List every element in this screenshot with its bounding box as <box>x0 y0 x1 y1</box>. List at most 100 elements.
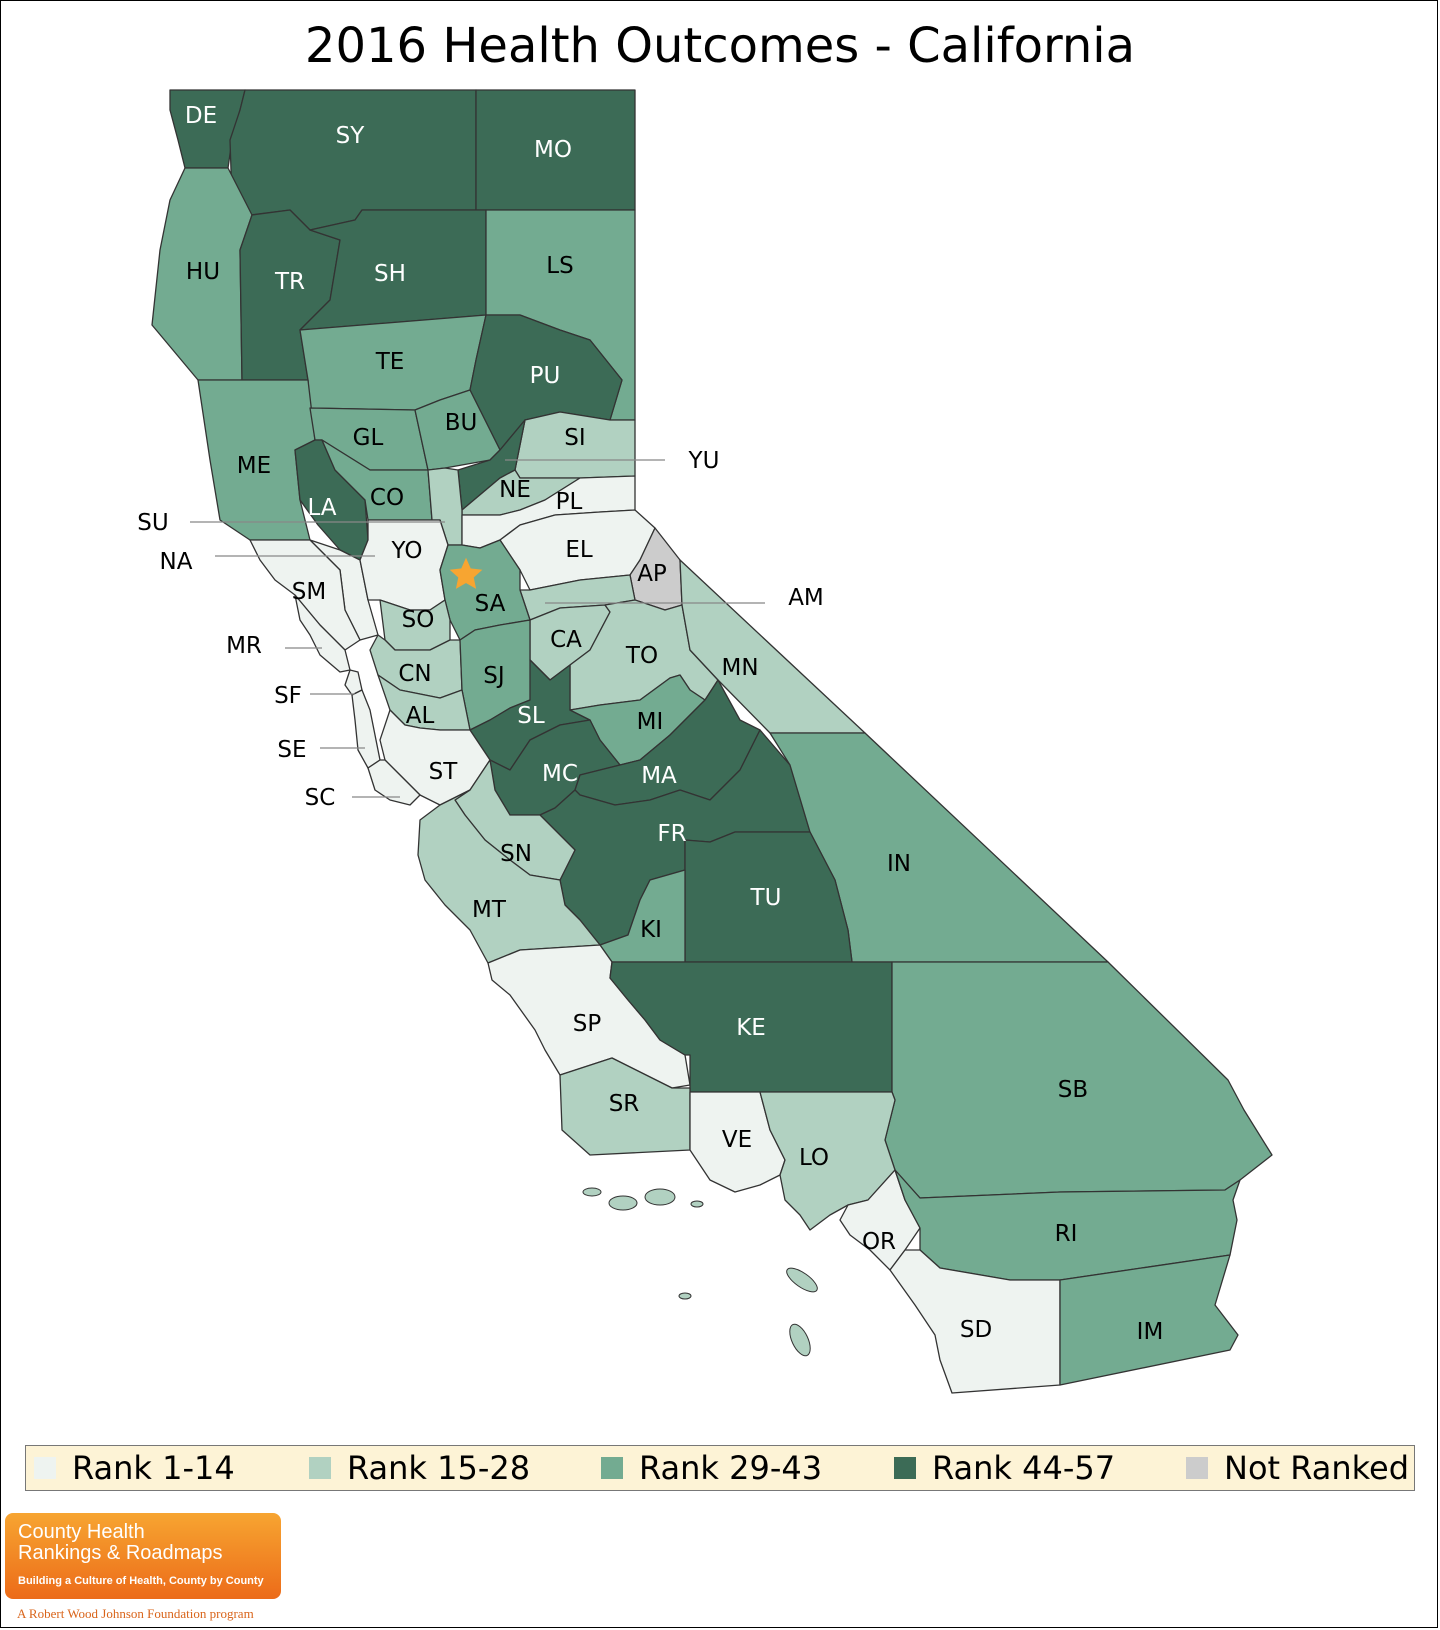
map-title: 2016 Health Outcomes - California <box>304 18 1136 74</box>
label-MN: MN <box>721 655 758 681</box>
label-MA: MA <box>641 763 677 789</box>
legend-item-rank-29-43: Rank 29-43 <box>601 1446 822 1490</box>
label-SD: SD <box>960 1317 992 1343</box>
county-SY[interactable] <box>229 89 477 231</box>
label-SB: SB <box>1058 1077 1088 1103</box>
label-TO: TO <box>625 643 658 669</box>
legend-swatch <box>1186 1457 1208 1479</box>
label-SA: SA <box>475 591 506 617</box>
map-legend: Rank 1-14 Rank 15-28 Rank 29-43 Rank 44-… <box>25 1445 1415 1491</box>
county-labels: DE SY MO HU TR SH LS TE PU ME GL BU SI Y… <box>137 103 1163 1345</box>
brand-name-line2: Rankings & Roadmaps <box>18 1542 223 1564</box>
label-SJ: SJ <box>483 663 504 689</box>
label-AL: AL <box>406 703 435 729</box>
label-ST: ST <box>429 759 459 785</box>
label-LO: LO <box>799 1145 829 1171</box>
island-7 <box>789 1323 811 1357</box>
county-IM[interactable] <box>1059 1254 1239 1386</box>
label-GL: GL <box>353 425 384 451</box>
label-SY: SY <box>336 123 366 149</box>
label-CA: CA <box>550 627 582 653</box>
label-IN: IN <box>887 851 911 877</box>
legend-label: Rank 15-28 <box>347 1449 531 1487</box>
legend-item-rank-15-28: Rank 15-28 <box>309 1446 530 1490</box>
brand-footer: A Robert Wood Johnson Foundation program <box>17 1606 254 1621</box>
label-CO: CO <box>370 485 404 511</box>
county-YO[interactable] <box>359 519 449 611</box>
legend-label: Not Ranked <box>1224 1449 1410 1487</box>
label-SC: SC <box>305 785 336 811</box>
legend-item-rank-1-14: Rank 1-14 <box>34 1446 235 1490</box>
label-PU: PU <box>530 363 561 389</box>
legend-label: Rank 29-43 <box>639 1449 823 1487</box>
channel-islands <box>582 1187 818 1357</box>
label-OR: OR <box>862 1229 896 1255</box>
label-MI: MI <box>637 709 664 735</box>
legend-swatch <box>894 1457 916 1479</box>
brand-tagline: Building a Culture of Health, County by … <box>18 1575 264 1587</box>
label-DE: DE <box>185 103 217 129</box>
label-VE: VE <box>722 1127 752 1153</box>
county-SC[interactable] <box>367 759 421 806</box>
brand-name-line1: County Health <box>18 1521 145 1543</box>
label-HU: HU <box>186 259 220 285</box>
county-MR[interactable] <box>294 594 351 673</box>
label-AM: AM <box>788 585 824 611</box>
island-2 <box>608 1195 638 1211</box>
label-LS: LS <box>546 253 573 279</box>
label-RI: RI <box>1055 1221 1078 1247</box>
label-SP: SP <box>573 1011 602 1037</box>
label-EL: EL <box>565 537 593 563</box>
label-SR: SR <box>609 1091 640 1117</box>
legend-item-rank-44-57: Rank 44-57 <box>894 1446 1115 1490</box>
label-SL: SL <box>517 703 545 729</box>
label-BU: BU <box>445 410 478 436</box>
legend-swatch <box>601 1457 623 1479</box>
legend-label: Rank 1-14 <box>72 1449 235 1487</box>
brand-logo: County Health Rankings & Roadmaps Buildi… <box>5 1513 281 1599</box>
label-CN: CN <box>398 661 431 687</box>
county-MT[interactable] <box>417 789 601 964</box>
label-PL: PL <box>556 489 583 515</box>
island-6 <box>678 1292 692 1300</box>
label-MR: MR <box>226 633 262 659</box>
label-SM: SM <box>292 579 326 605</box>
label-FR: FR <box>657 821 686 847</box>
label-MT: MT <box>472 897 507 923</box>
label-KE: KE <box>736 1015 766 1041</box>
label-NE: NE <box>499 477 531 503</box>
legend-label: Rank 44-57 <box>932 1449 1116 1487</box>
county-SE[interactable] <box>351 689 381 769</box>
label-MC: MC <box>542 761 578 787</box>
legend-item-not-ranked: Not Ranked <box>1186 1446 1409 1490</box>
label-SU: SU <box>137 510 168 536</box>
label-TE: TE <box>375 349 405 375</box>
label-IM: IM <box>1137 1319 1164 1345</box>
island-3 <box>644 1188 676 1206</box>
label-leader-lines <box>190 459 765 798</box>
legend-swatch <box>309 1457 331 1479</box>
label-TU: TU <box>750 885 782 911</box>
label-MO: MO <box>534 137 572 163</box>
legend-swatch <box>34 1457 56 1479</box>
capital-star-icon <box>449 557 483 589</box>
county-LO[interactable] <box>759 1091 896 1231</box>
county-SP[interactable] <box>487 944 691 1089</box>
label-ME: ME <box>237 453 271 479</box>
label-SI: SI <box>564 425 585 451</box>
island-5 <box>786 1267 818 1293</box>
label-YO: YO <box>391 538 423 564</box>
label-YU: YU <box>688 448 720 474</box>
label-SF: SF <box>274 683 302 709</box>
island-1 <box>582 1187 602 1197</box>
label-NA: NA <box>160 549 193 575</box>
label-SE: SE <box>277 737 306 763</box>
label-SN: SN <box>500 841 532 867</box>
label-KI: KI <box>640 917 662 943</box>
label-LA: LA <box>307 495 336 521</box>
label-AP: AP <box>637 561 667 587</box>
island-4 <box>690 1200 704 1208</box>
label-SO: SO <box>402 607 435 633</box>
